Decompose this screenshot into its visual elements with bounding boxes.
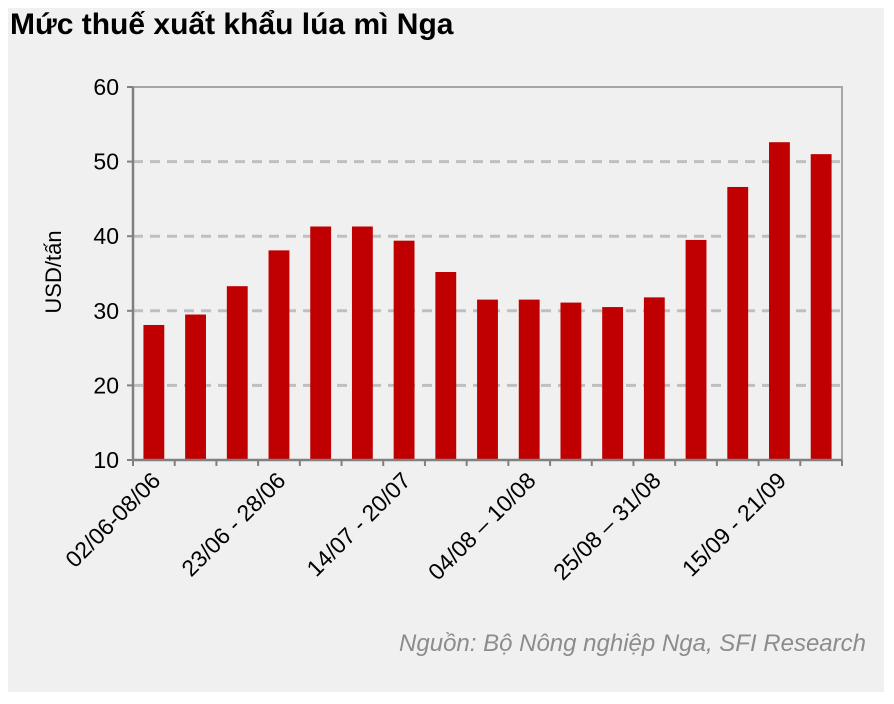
bar: [351, 226, 373, 460]
bar: [435, 272, 457, 460]
y-axis-label: USD/tấn: [41, 230, 66, 313]
y-tick-labels: 10 20 30 40 50 60: [93, 74, 119, 473]
y-tick-label: 40: [93, 223, 119, 249]
y-tick-label: 50: [93, 149, 119, 175]
bar: [393, 240, 415, 460]
x-tick-label: 15/09 - 21/09: [677, 467, 791, 581]
chart-title: Mức thuế xuất khẩu lúa mì Nga: [10, 8, 454, 41]
x-tick-label: 04/08 – 10/08: [423, 467, 541, 585]
bar: [810, 154, 832, 460]
bar: [185, 314, 206, 460]
x-tick-label: 25/08 – 31/08: [548, 467, 666, 585]
bar: [310, 226, 332, 460]
axes: [127, 86, 843, 466]
bar: [769, 142, 790, 461]
bar: [727, 186, 749, 461]
x-tick-label: 02/06-08/06: [60, 467, 165, 572]
bar: [602, 307, 624, 460]
y-tick-label: 10: [93, 447, 119, 473]
bars: [143, 142, 832, 461]
bar: [685, 239, 707, 460]
bar: [560, 302, 582, 460]
y-tick-label: 60: [93, 74, 119, 100]
y-tick-label: 30: [93, 298, 119, 324]
y-tick-label: 20: [93, 372, 119, 398]
x-tick-labels: 02/06-08/06 23/06 - 28/06 14/07 - 20/07 04/…: [60, 467, 791, 585]
bar: [143, 324, 165, 460]
bar: [518, 299, 540, 460]
x-tick-label: 14/07 - 20/07: [301, 467, 415, 581]
bar: [477, 299, 498, 460]
bar: [643, 297, 665, 460]
bar: [268, 250, 290, 460]
x-tick-label: 23/06 - 28/06: [176, 467, 290, 581]
source-note: Nguồn: Bộ Nông nghiệp Nga, SFI Research: [399, 630, 866, 657]
bar: [226, 286, 248, 460]
